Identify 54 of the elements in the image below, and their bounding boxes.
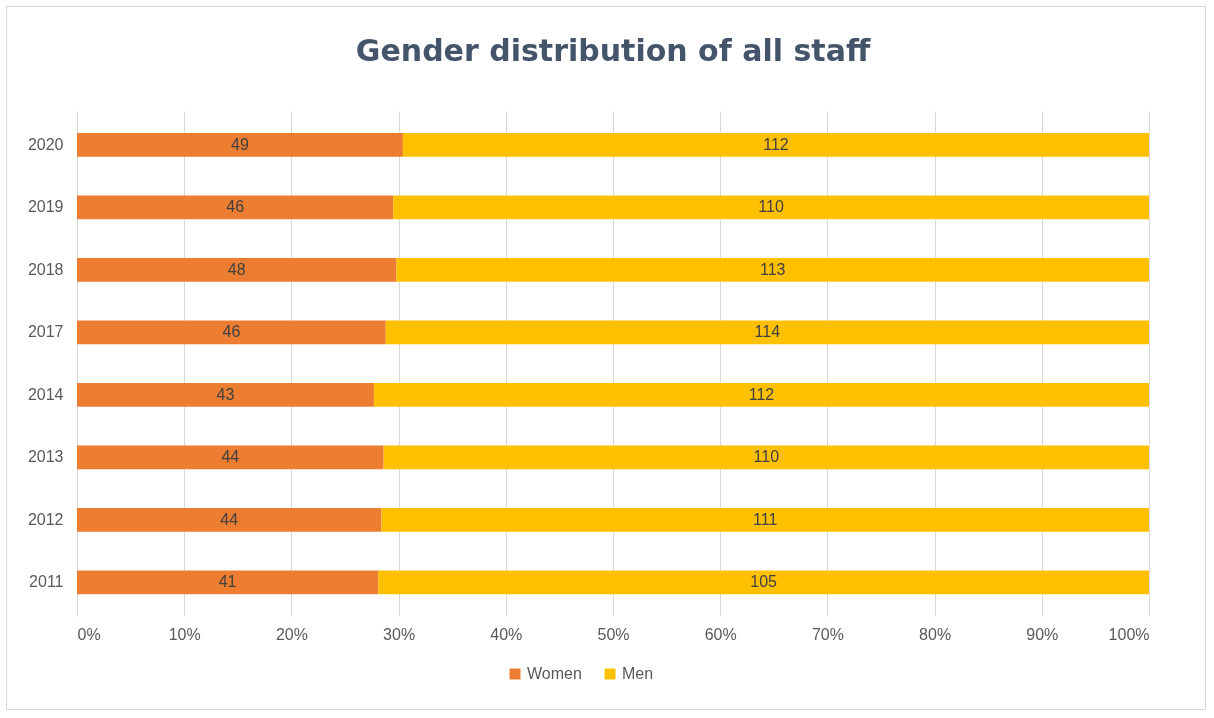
annotation: 46 bbox=[222, 323, 241, 341]
bar bbox=[396, 257, 1149, 282]
x-tick-label: 70% bbox=[811, 625, 844, 643]
annotation: 112 bbox=[763, 135, 789, 153]
bar bbox=[373, 382, 1149, 407]
legend-label: Women bbox=[527, 665, 582, 682]
annotation: 48 bbox=[227, 260, 246, 278]
x-tick-label: 30% bbox=[383, 625, 416, 643]
annotation: 44 bbox=[221, 448, 240, 466]
bar bbox=[77, 507, 382, 532]
annotation: 110 bbox=[753, 448, 780, 466]
x-tick-label: 60% bbox=[704, 625, 737, 643]
annotation: 112 bbox=[748, 385, 775, 403]
x-tick-label: 90% bbox=[1026, 625, 1059, 643]
y-tick-label: 2019 bbox=[27, 198, 64, 216]
annotation: 41 bbox=[218, 573, 237, 591]
legend-label: Men bbox=[622, 665, 654, 682]
bar bbox=[77, 320, 386, 345]
bar bbox=[393, 195, 1149, 220]
y-tick-label: 2013 bbox=[27, 448, 64, 466]
annotation: 114 bbox=[754, 323, 781, 341]
x-tick-label: 0% bbox=[77, 625, 101, 643]
bar bbox=[383, 445, 1149, 470]
chart-title: Gender distribution of all staff bbox=[355, 33, 871, 68]
annotation: 43 bbox=[216, 385, 235, 403]
y-tick-label: 2014 bbox=[27, 385, 64, 403]
annotation: 113 bbox=[759, 260, 786, 278]
annotation: 49 bbox=[231, 135, 249, 153]
bar bbox=[402, 132, 1149, 157]
bar bbox=[77, 195, 394, 220]
x-tick-label: 50% bbox=[597, 625, 630, 643]
bar bbox=[77, 445, 384, 470]
bar bbox=[77, 382, 374, 407]
bar bbox=[77, 132, 403, 157]
bar bbox=[381, 507, 1149, 532]
y-tick-label: 2020 bbox=[27, 135, 64, 153]
annotation: 105 bbox=[750, 573, 778, 591]
y-tick-label: 2011 bbox=[29, 573, 64, 591]
annotation: 44 bbox=[220, 510, 239, 528]
x-tick-label: 40% bbox=[490, 625, 523, 643]
annotation: 111 bbox=[753, 510, 778, 528]
bar bbox=[385, 320, 1149, 345]
annotation: 110 bbox=[758, 198, 784, 216]
x-tick-label: 20% bbox=[275, 625, 308, 643]
y-tick-label: 2012 bbox=[27, 510, 64, 528]
bar bbox=[77, 257, 397, 282]
bar bbox=[77, 570, 379, 595]
x-tick-label: 100% bbox=[1108, 625, 1150, 643]
annotation: 46 bbox=[226, 198, 245, 216]
y-tick-label: 2017 bbox=[27, 323, 64, 341]
x-tick-label: 10% bbox=[168, 625, 201, 643]
bar bbox=[378, 570, 1149, 595]
x-tick-label: 80% bbox=[919, 625, 952, 643]
y-tick-label: 2018 bbox=[27, 260, 64, 278]
